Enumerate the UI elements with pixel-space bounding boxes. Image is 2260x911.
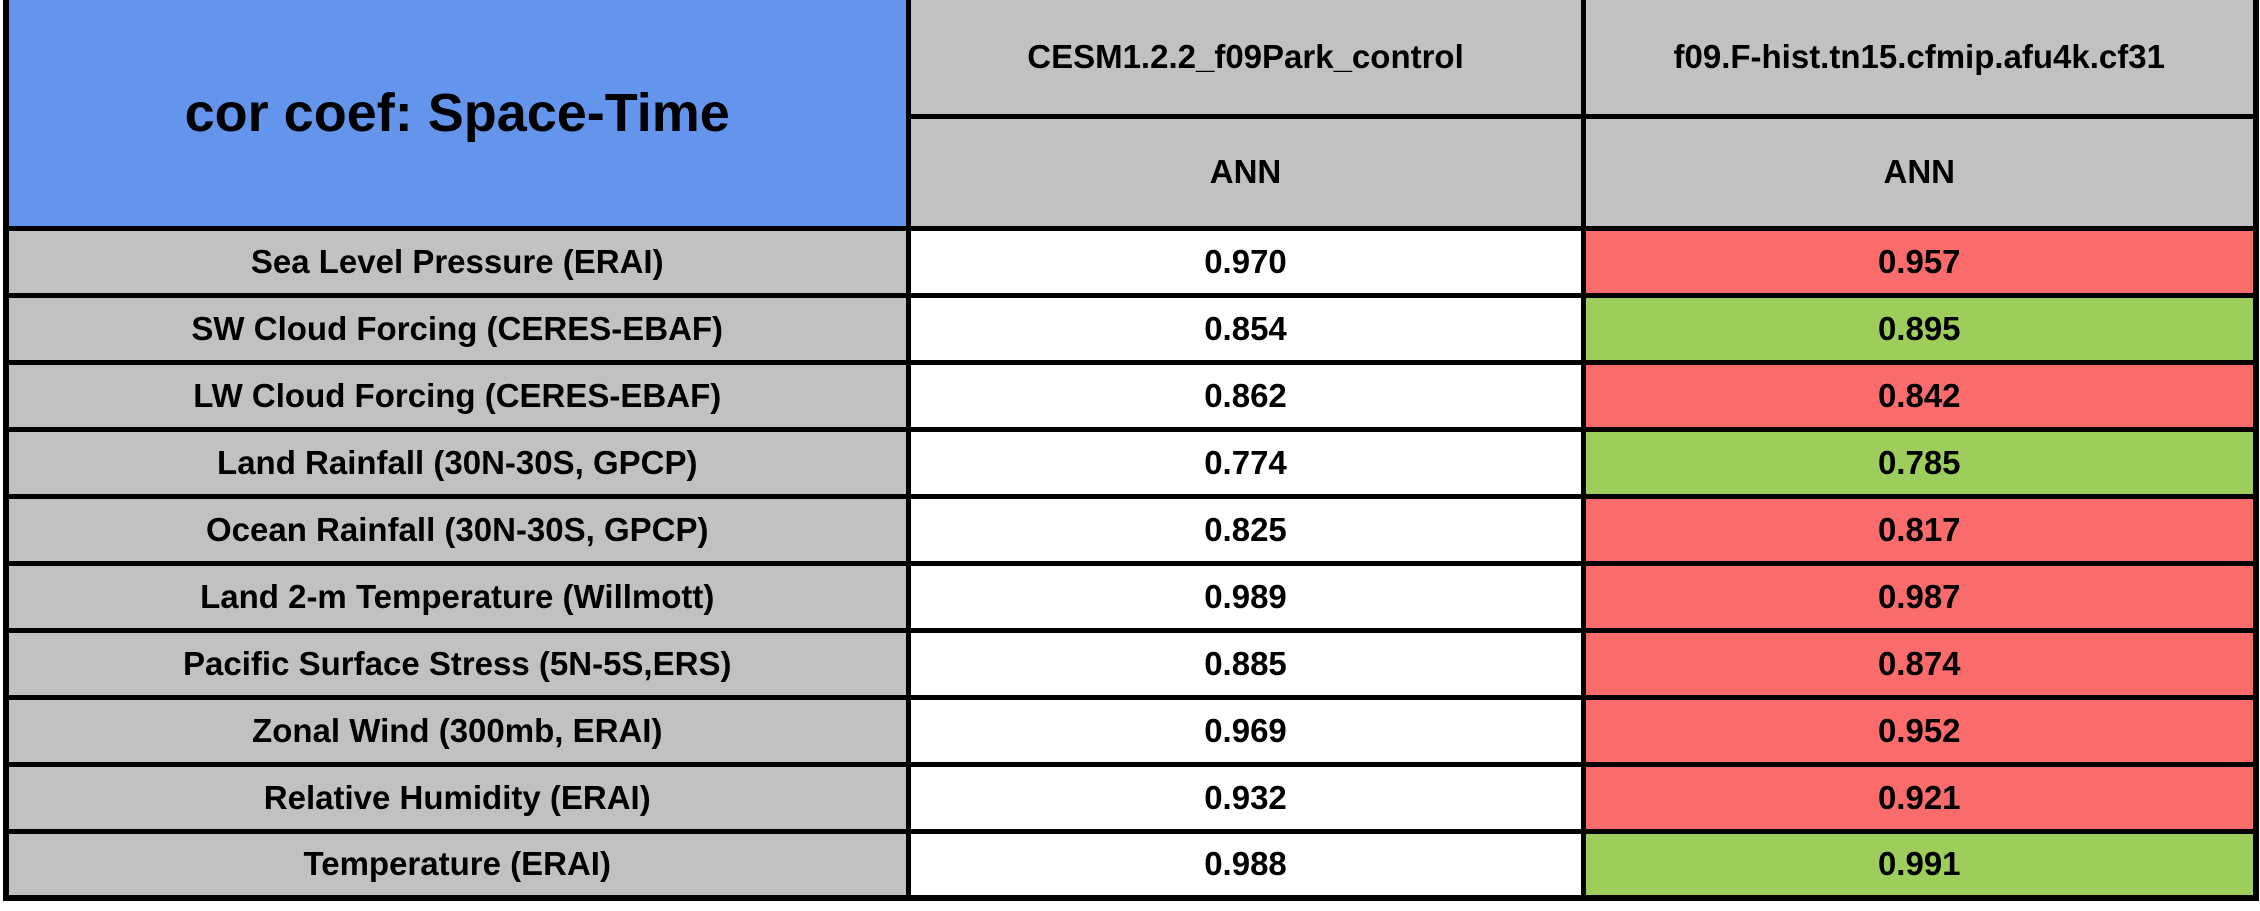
table-row: Zonal Wind (300mb, ERAI) 0.969 0.952 [3, 694, 2259, 767]
control-value: 0.988 [905, 828, 1586, 901]
table-row: Sea Level Pressure (ERAI) 0.970 0.957 [3, 225, 2259, 298]
test-value: 0.895 [1580, 292, 2259, 365]
row-label: Temperature (ERAI) [3, 828, 911, 901]
table-row: LW Cloud Forcing (CERES-EBAF) 0.862 0.84… [3, 359, 2259, 432]
table-row: Temperature (ERAI) 0.988 0.991 [3, 828, 2259, 901]
test-value: 0.957 [1580, 225, 2259, 298]
test-value: 0.987 [1580, 560, 2259, 633]
control-value: 0.825 [905, 493, 1586, 566]
control-value: 0.989 [905, 560, 1586, 633]
table-title: cor coef: Space-Time [3, 0, 911, 231]
test-value: 0.874 [1580, 627, 2259, 700]
test-value: 0.817 [1580, 493, 2259, 566]
row-label: Relative Humidity (ERAI) [3, 761, 911, 834]
row-label: Pacific Surface Stress (5N-5S,ERS) [3, 627, 911, 700]
table-row: Land Rainfall (30N-30S, GPCP) 0.774 0.78… [3, 426, 2259, 499]
control-value: 0.970 [905, 225, 1586, 298]
table-row: Relative Humidity (ERAI) 0.932 0.921 [3, 761, 2259, 834]
column-header-model-test: f09.F-hist.tn15.cfmip.afu4k.cf31 [1580, 0, 2259, 119]
test-value: 0.785 [1580, 426, 2259, 499]
cor-coef-table: cor coef: Space-Time CESM1.2.2_f09Park_c… [3, 0, 2259, 901]
control-value: 0.774 [905, 426, 1586, 499]
row-label: Land 2-m Temperature (Willmott) [3, 560, 911, 633]
table-row: Land 2-m Temperature (Willmott) 0.989 0.… [3, 560, 2259, 633]
test-value: 0.991 [1580, 828, 2259, 901]
table-row: Pacific Surface Stress (5N-5S,ERS) 0.885… [3, 627, 2259, 700]
table-row: Ocean Rainfall (30N-30S, GPCP) 0.825 0.8… [3, 493, 2259, 566]
control-value: 0.932 [905, 761, 1586, 834]
test-value: 0.952 [1580, 694, 2259, 767]
row-label: Sea Level Pressure (ERAI) [3, 225, 911, 298]
control-value: 0.862 [905, 359, 1586, 432]
row-label: LW Cloud Forcing (CERES-EBAF) [3, 359, 911, 432]
control-value: 0.969 [905, 694, 1586, 767]
test-value: 0.842 [1580, 359, 2259, 432]
header-row-model: cor coef: Space-Time CESM1.2.2_f09Park_c… [3, 0, 2259, 231]
column-header-model-control: CESM1.2.2_f09Park_control [905, 0, 1586, 119]
header-row-season: ANN ANN [6, 113, 2259, 231]
row-label: Ocean Rainfall (30N-30S, GPCP) [3, 493, 911, 566]
row-label: Zonal Wind (300mb, ERAI) [3, 694, 911, 767]
table-row: SW Cloud Forcing (CERES-EBAF) 0.854 0.89… [3, 292, 2259, 365]
column-header-season-control: ANN [905, 113, 1586, 231]
column-header-season-test: ANN [1580, 113, 2259, 231]
row-label: SW Cloud Forcing (CERES-EBAF) [3, 292, 911, 365]
control-value: 0.854 [905, 292, 1586, 365]
control-value: 0.885 [905, 627, 1586, 700]
row-label: Land Rainfall (30N-30S, GPCP) [3, 426, 911, 499]
test-value: 0.921 [1580, 761, 2259, 834]
